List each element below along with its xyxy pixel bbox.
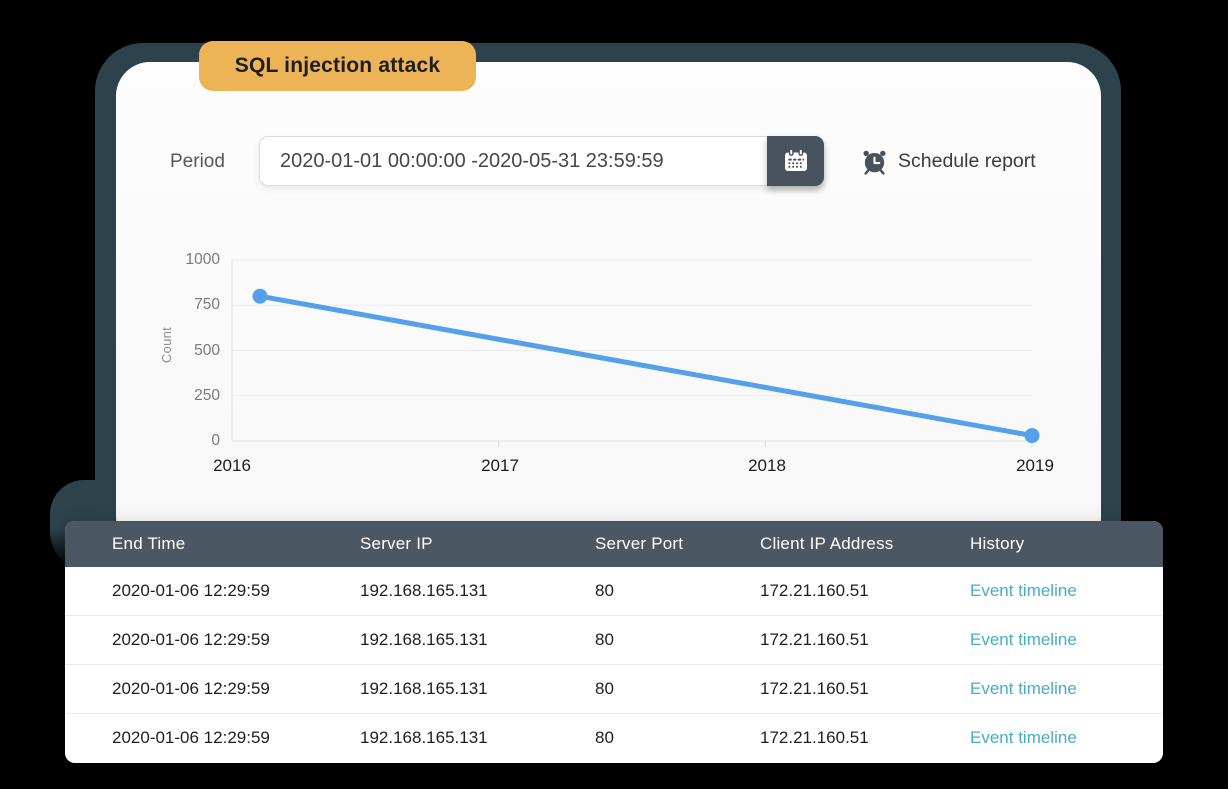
cell-end-time: 2020-01-06 12:29:59 bbox=[112, 679, 270, 698]
table-row: 2020-01-06 12:29:59 192.168.165.131 80 1… bbox=[65, 713, 1163, 762]
cell-server-ip: 192.168.165.131 bbox=[360, 581, 488, 600]
x-axis-ticks bbox=[498, 441, 1033, 447]
calendar-icon bbox=[782, 148, 810, 174]
cell-client-ip: 172.21.160.51 bbox=[760, 581, 869, 600]
data-point-marker bbox=[252, 288, 268, 304]
y-tick-label: 750 bbox=[194, 296, 220, 313]
alarm-clock-icon bbox=[861, 148, 888, 175]
table-row: 2020-01-06 12:29:59 192.168.165.131 80 1… bbox=[65, 567, 1163, 615]
cell-end-time: 2020-01-06 12:29:59 bbox=[112, 581, 270, 600]
event-timeline-link[interactable]: Event timeline bbox=[970, 728, 1077, 747]
column-header-server-port: Server Port bbox=[595, 534, 684, 553]
report-title: SQL injection attack bbox=[234, 54, 441, 77]
x-tick-label: 2017 bbox=[481, 456, 519, 475]
x-tick-label: 2018 bbox=[748, 456, 786, 475]
cell-server-port: 80 bbox=[595, 728, 614, 747]
period-range-input[interactable]: 2020-01-01 00:00:00 -2020-05-31 23:59:59 bbox=[259, 136, 824, 186]
cell-client-ip: 172.21.160.51 bbox=[760, 728, 869, 747]
column-header-end-time: End Time bbox=[112, 534, 186, 553]
cell-server-port: 80 bbox=[595, 679, 614, 698]
trend-line bbox=[257, 293, 1035, 439]
period-label: Period bbox=[170, 151, 225, 172]
cell-server-ip: 192.168.165.131 bbox=[360, 679, 488, 698]
period-range-value[interactable]: 2020-01-01 00:00:00 -2020-05-31 23:59:59 bbox=[280, 150, 664, 172]
report-title-badge: SQL injection attack bbox=[199, 41, 476, 91]
y-tick-label: 0 bbox=[211, 432, 220, 449]
column-header-history: History bbox=[970, 534, 1025, 553]
y-tick-label: 500 bbox=[194, 342, 220, 359]
event-timeline-link[interactable]: Event timeline bbox=[970, 630, 1077, 649]
event-timeline-link[interactable]: Event timeline bbox=[970, 679, 1077, 698]
schedule-report-button[interactable]: Schedule report bbox=[861, 148, 1036, 175]
schedule-report-label: Schedule report bbox=[898, 150, 1036, 172]
events-table: End Time Server IP Server Port Client IP… bbox=[65, 521, 1163, 763]
cell-client-ip: 172.21.160.51 bbox=[760, 630, 869, 649]
cell-server-ip: 192.168.165.131 bbox=[360, 630, 488, 649]
y-tick-label: 250 bbox=[194, 387, 220, 404]
cell-end-time: 2020-01-06 12:29:59 bbox=[112, 728, 270, 747]
chart-grid bbox=[232, 259, 1032, 442]
column-header-server-ip: Server IP bbox=[360, 534, 433, 553]
event-timeline-link[interactable]: Event timeline bbox=[970, 581, 1077, 600]
cell-server-port: 80 bbox=[595, 581, 614, 600]
cell-end-time: 2020-01-06 12:29:59 bbox=[112, 630, 270, 649]
column-header-client-ip: Client IP Address bbox=[760, 534, 894, 553]
cell-client-ip: 172.21.160.51 bbox=[760, 679, 869, 698]
table-header-row: End Time Server IP Server Port Client IP… bbox=[65, 521, 1163, 567]
trend-line-svg bbox=[231, 259, 1040, 447]
y-tick-label: 1000 bbox=[185, 251, 220, 268]
x-tick-label: 2019 bbox=[1016, 456, 1054, 475]
table-row: 2020-01-06 12:29:59 192.168.165.131 80 1… bbox=[65, 664, 1163, 713]
data-point-marker bbox=[1024, 428, 1040, 444]
x-tick-label: 2016 bbox=[213, 456, 251, 475]
table-row: 2020-01-06 12:29:59 192.168.165.131 80 1… bbox=[65, 615, 1163, 664]
cell-server-ip: 192.168.165.131 bbox=[360, 728, 488, 747]
calendar-picker-button[interactable] bbox=[767, 136, 824, 186]
cell-server-port: 80 bbox=[595, 630, 614, 649]
